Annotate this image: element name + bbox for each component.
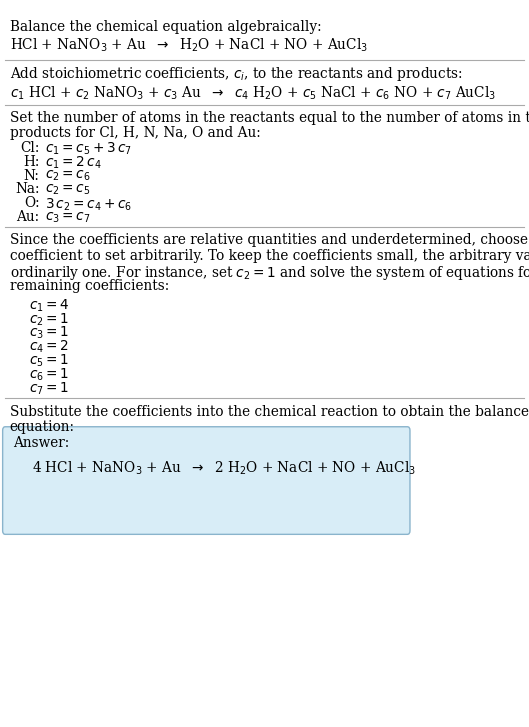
Text: $c_1 = c_5 + 3\,c_7$: $c_1 = c_5 + 3\,c_7$ (45, 141, 132, 158)
Text: H:: H: (23, 155, 40, 169)
Text: $c_2 = c_6$: $c_2 = c_6$ (45, 169, 90, 183)
Text: $c_3 = c_7$: $c_3 = c_7$ (45, 210, 90, 225)
Text: $c_2 = c_5$: $c_2 = c_5$ (45, 182, 90, 197)
Text: Since the coefficients are relative quantities and underdetermined, choose a: Since the coefficients are relative quan… (10, 233, 529, 247)
Text: Substitute the coefficients into the chemical reaction to obtain the balanced: Substitute the coefficients into the che… (10, 405, 529, 419)
Text: Au:: Au: (16, 210, 40, 224)
Text: 4 HCl + NaNO$_3$ + Au  $\rightarrow$  2 H$_2$O + NaCl + NO + AuCl$_3$: 4 HCl + NaNO$_3$ + Au $\rightarrow$ 2 H$… (32, 459, 416, 477)
Text: $c_7 = 1$: $c_7 = 1$ (29, 380, 69, 397)
Text: $c_1 = 4$: $c_1 = 4$ (29, 297, 70, 314)
Text: $c_1$ HCl + $c_2$ NaNO$_3$ + $c_3$ Au  $\rightarrow$  $c_4$ H$_2$O + $c_5$ NaCl : $c_1$ HCl + $c_2$ NaNO$_3$ + $c_3$ Au $\… (10, 84, 496, 102)
Text: N:: N: (24, 169, 40, 182)
Text: Set the number of atoms in the reactants equal to the number of atoms in the: Set the number of atoms in the reactants… (10, 111, 529, 125)
Text: O:: O: (24, 196, 40, 210)
Text: $c_1 = 2\,c_4$: $c_1 = 2\,c_4$ (45, 155, 102, 172)
Text: coefficient to set arbitrarily. To keep the coefficients small, the arbitrary va: coefficient to set arbitrarily. To keep … (10, 249, 529, 262)
Text: Cl:: Cl: (20, 141, 40, 155)
Text: $3\,c_2 = c_4 + c_6$: $3\,c_2 = c_4 + c_6$ (45, 196, 132, 213)
FancyBboxPatch shape (3, 427, 410, 534)
Text: $c_3 = 1$: $c_3 = 1$ (29, 325, 69, 342)
Text: ordinarily one. For instance, set $c_2 = 1$ and solve the system of equations fo: ordinarily one. For instance, set $c_2 =… (10, 264, 529, 282)
Text: remaining coefficients:: remaining coefficients: (10, 279, 169, 293)
Text: Answer:: Answer: (13, 436, 69, 450)
Text: $c_6 = 1$: $c_6 = 1$ (29, 366, 69, 383)
Text: Na:: Na: (15, 182, 40, 196)
Text: $c_5 = 1$: $c_5 = 1$ (29, 353, 69, 369)
Text: Add stoichiometric coefficients, $c_i$, to the reactants and products:: Add stoichiometric coefficients, $c_i$, … (10, 65, 462, 84)
Text: Balance the chemical equation algebraically:: Balance the chemical equation algebraica… (10, 20, 321, 34)
Text: equation:: equation: (10, 420, 75, 434)
Text: $c_4 = 2$: $c_4 = 2$ (29, 339, 69, 356)
Text: $c_2 = 1$: $c_2 = 1$ (29, 311, 69, 328)
Text: HCl + NaNO$_3$ + Au  $\rightarrow$  H$_2$O + NaCl + NO + AuCl$_3$: HCl + NaNO$_3$ + Au $\rightarrow$ H$_2$O… (10, 36, 368, 54)
Text: products for Cl, H, N, Na, O and Au:: products for Cl, H, N, Na, O and Au: (10, 126, 260, 140)
